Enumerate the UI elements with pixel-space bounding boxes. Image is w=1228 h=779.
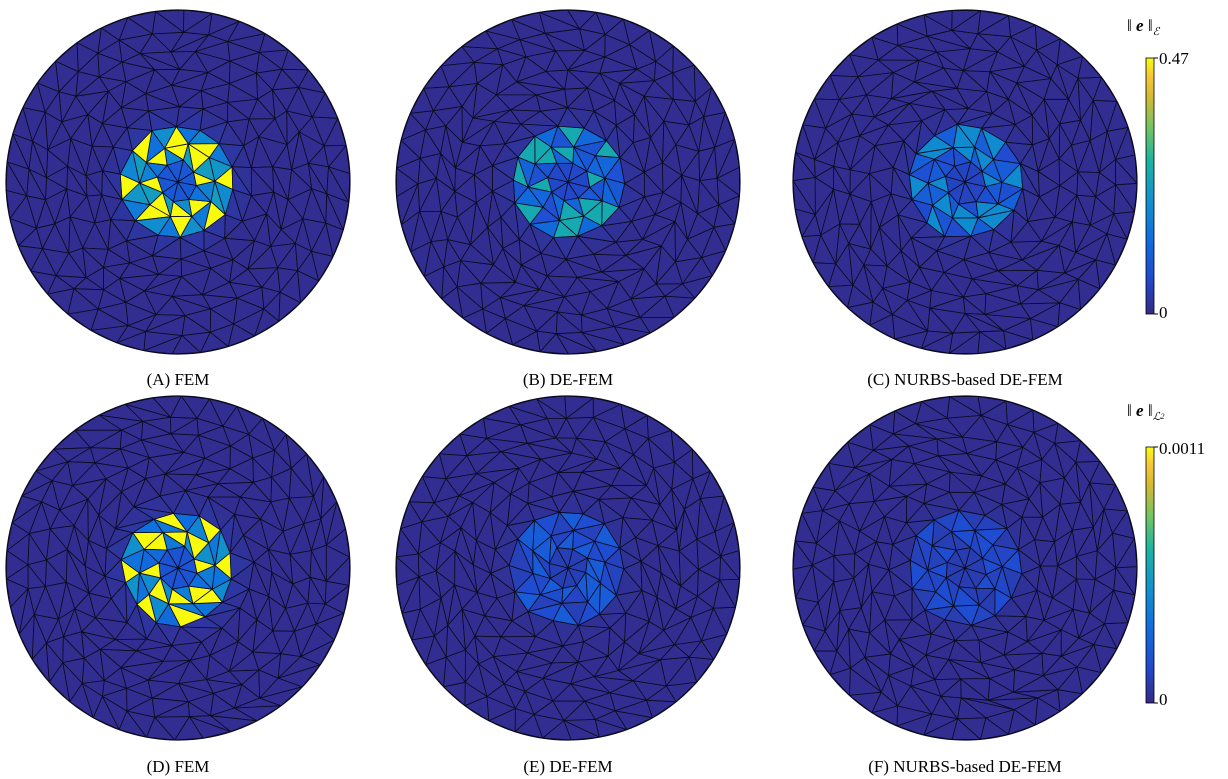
mesh-panel-c [792, 9, 1138, 355]
mesh-element [328, 166, 351, 203]
domain-boundary [792, 9, 1138, 355]
domain-boundary [5, 9, 351, 355]
colorbar-min-energy: 0 [1159, 303, 1168, 322]
domain-boundary [792, 395, 1138, 741]
colorbar-max-l2: 0.0011 [1159, 439, 1206, 458]
panel-caption-a: (A) FEM [146, 370, 210, 389]
mesh-element [1054, 422, 1081, 444]
colorbar-title-energy: ‖ e ‖ℰ [1127, 16, 1160, 38]
colorbar-title-l2: ‖ e ‖ℒ2 [1127, 401, 1165, 423]
panel-caption-b: (B) DE-FEM [522, 370, 614, 389]
mesh-panels [5, 9, 1138, 741]
domain-boundary [395, 395, 741, 741]
mesh-element [443, 681, 466, 707]
panel-caption-f: (F) NURBS-based DE-FEM [868, 757, 1062, 776]
mesh-panel-f [792, 395, 1138, 741]
colorbar-energy [1145, 57, 1155, 315]
panel-caption-d: (D) FEM [146, 757, 210, 776]
mesh-element [720, 550, 740, 580]
mesh-panel-b [395, 9, 741, 355]
panel-caption-e: (E) DE-FEM [523, 757, 613, 776]
mesh-panel-e [395, 395, 741, 741]
colorbar-min-l2: 0 [1159, 690, 1168, 709]
mesh-panel-a [5, 9, 351, 355]
mesh-panel-d [5, 395, 351, 741]
colorbars [1145, 57, 1158, 704]
domain-boundary [5, 395, 351, 741]
panel-caption-c: (C) NURBS-based DE-FEM [867, 370, 1063, 389]
mesh-element [325, 528, 351, 558]
colorbar-max-energy: 0.47 [1159, 49, 1189, 68]
domain-boundary [395, 9, 741, 355]
colorbar-l2 [1145, 446, 1155, 704]
